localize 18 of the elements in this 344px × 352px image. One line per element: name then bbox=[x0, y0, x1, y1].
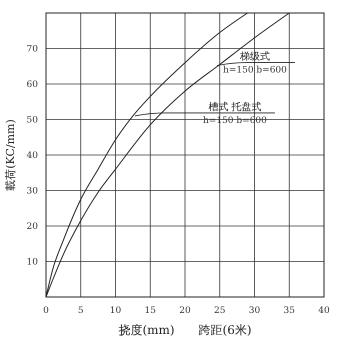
x-tick-label: 25 bbox=[214, 306, 226, 316]
x-tick-label: 0 bbox=[43, 306, 50, 316]
y-tick-label: 10 bbox=[26, 258, 38, 268]
x-axis-title: 挠度(mm) 跨距(6米) bbox=[118, 323, 252, 337]
y-tick-label: 30 bbox=[26, 186, 38, 196]
y-tick-label: 40 bbox=[26, 151, 38, 161]
x-tick-label: 20 bbox=[179, 306, 191, 316]
x-tick-label: 35 bbox=[284, 306, 296, 316]
x-tick-label: 5 bbox=[78, 306, 84, 316]
x-tick-label: 40 bbox=[318, 306, 330, 316]
x-tick-label: 10 bbox=[110, 306, 122, 316]
x-tick-label: 15 bbox=[144, 306, 156, 316]
y-axis-title: 載荷(KC/mm) bbox=[4, 119, 17, 191]
y-tick-label: 20 bbox=[26, 222, 38, 232]
y-tick-label: 50 bbox=[26, 116, 38, 126]
x-tick-label: 30 bbox=[248, 306, 260, 316]
y-tick-label: 60 bbox=[26, 80, 38, 90]
y-tick-label: 70 bbox=[26, 44, 38, 54]
